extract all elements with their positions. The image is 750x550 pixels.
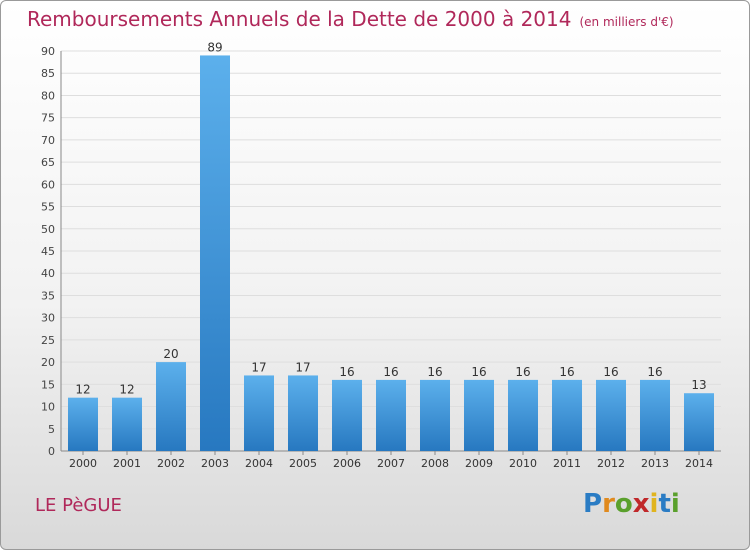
data-label-2001: 12: [119, 383, 134, 397]
data-label-2002: 20: [163, 347, 178, 361]
x-tick-label: 2009: [465, 457, 493, 470]
x-tick-label: 2011: [553, 457, 581, 470]
x-tick-label: 2014: [685, 457, 713, 470]
y-tick-label: 30: [41, 312, 55, 325]
y-tick-label: 40: [41, 267, 55, 280]
x-tick-label: 2004: [245, 457, 273, 470]
commune-name: LE PèGUE: [35, 495, 122, 516]
bar-2008: [420, 379, 450, 451]
y-tick-label: 90: [41, 45, 55, 58]
data-label-2011: 16: [559, 365, 574, 379]
bar-2001: [112, 397, 142, 451]
bar-2009: [464, 379, 494, 451]
bar-2002: [156, 362, 186, 451]
x-tick-label: 2003: [201, 457, 229, 470]
bar-2010: [508, 379, 538, 451]
y-tick-labels: 0 5 10 15 20 25 30 35 40 45 50 55 60 65 70 75 80 85 90: [41, 45, 55, 458]
y-tick-label: 35: [41, 289, 55, 302]
y-tick-label: 20: [41, 356, 55, 369]
data-label-2014: 13: [691, 378, 706, 392]
y-tick-label: 60: [41, 178, 55, 191]
data-label-2004: 17: [251, 360, 266, 374]
y-tick-label: 0: [48, 445, 55, 458]
data-label-2012: 16: [603, 365, 618, 379]
logo-i1: i: [649, 489, 659, 519]
data-labels: 12 12 20 89 17 17 16 16 16 16 16 16 16 16 13: [75, 40, 706, 396]
data-label-2000: 12: [75, 383, 90, 397]
y-tick-label: 15: [41, 378, 55, 391]
y-tick-label: 70: [41, 134, 55, 147]
bar-2006: [332, 379, 362, 451]
data-label-2009: 16: [471, 365, 486, 379]
bars: [68, 55, 714, 451]
x-tick-label: 2002: [157, 457, 185, 470]
bar-2012: [596, 379, 626, 451]
x-tick-label: 2007: [377, 457, 405, 470]
logo-t: t: [658, 489, 671, 519]
x-tick-label: 2013: [641, 457, 669, 470]
bar-2004: [244, 375, 274, 451]
logo-p: P: [583, 489, 603, 519]
x-tick-label: 2008: [421, 457, 449, 470]
data-label-2006: 16: [339, 365, 354, 379]
chart-title: Remboursements Annuels de la Dette de 20…: [27, 7, 674, 31]
y-tick-label: 75: [41, 112, 55, 125]
bar-2000: [68, 397, 98, 451]
data-label-2005: 17: [295, 360, 310, 374]
data-label-2003: 89: [207, 40, 222, 54]
x-tick-label: 2006: [333, 457, 361, 470]
bar-2003: [200, 55, 230, 451]
proxiti-logo[interactable]: Proxiti: [583, 489, 680, 519]
chart-title-text: Remboursements Annuels de la Dette de 20…: [27, 7, 572, 31]
x-tick-label: 2010: [509, 457, 537, 470]
y-tick-label: 55: [41, 201, 55, 214]
y-tick-label: 10: [41, 401, 55, 414]
chart-unit: (en milliers d'€): [579, 15, 674, 29]
y-tick-label: 25: [41, 334, 55, 347]
x-tick-label: 2012: [597, 457, 625, 470]
bar-2013: [640, 379, 670, 451]
x-tick-label: 2000: [69, 457, 97, 470]
bar-2005: [288, 375, 318, 451]
logo-o: o: [614, 489, 633, 519]
data-label-2010: 16: [515, 365, 530, 379]
bar-2011: [552, 379, 582, 451]
y-tick-label: 80: [41, 89, 55, 102]
y-tick-label: 45: [41, 245, 55, 258]
data-label-2008: 16: [427, 365, 442, 379]
y-tick-label: 65: [41, 156, 55, 169]
bar-2007: [376, 379, 406, 451]
x-tick-labels: 2000 2001 2002 2003 2004 2005 2006 2007 2008 2009…: [69, 451, 713, 470]
bar-2014: [684, 393, 714, 451]
y-tick-label: 85: [41, 67, 55, 80]
x-tick-label: 2001: [113, 457, 141, 470]
logo-i2: i: [670, 489, 680, 519]
logo-x: x: [632, 489, 650, 519]
data-label-2007: 16: [383, 365, 398, 379]
logo-r: r: [602, 489, 615, 519]
data-label-2013: 16: [647, 365, 662, 379]
y-tick-label: 5: [48, 423, 55, 436]
x-tick-label: 2005: [289, 457, 317, 470]
y-tick-label: 50: [41, 223, 55, 236]
